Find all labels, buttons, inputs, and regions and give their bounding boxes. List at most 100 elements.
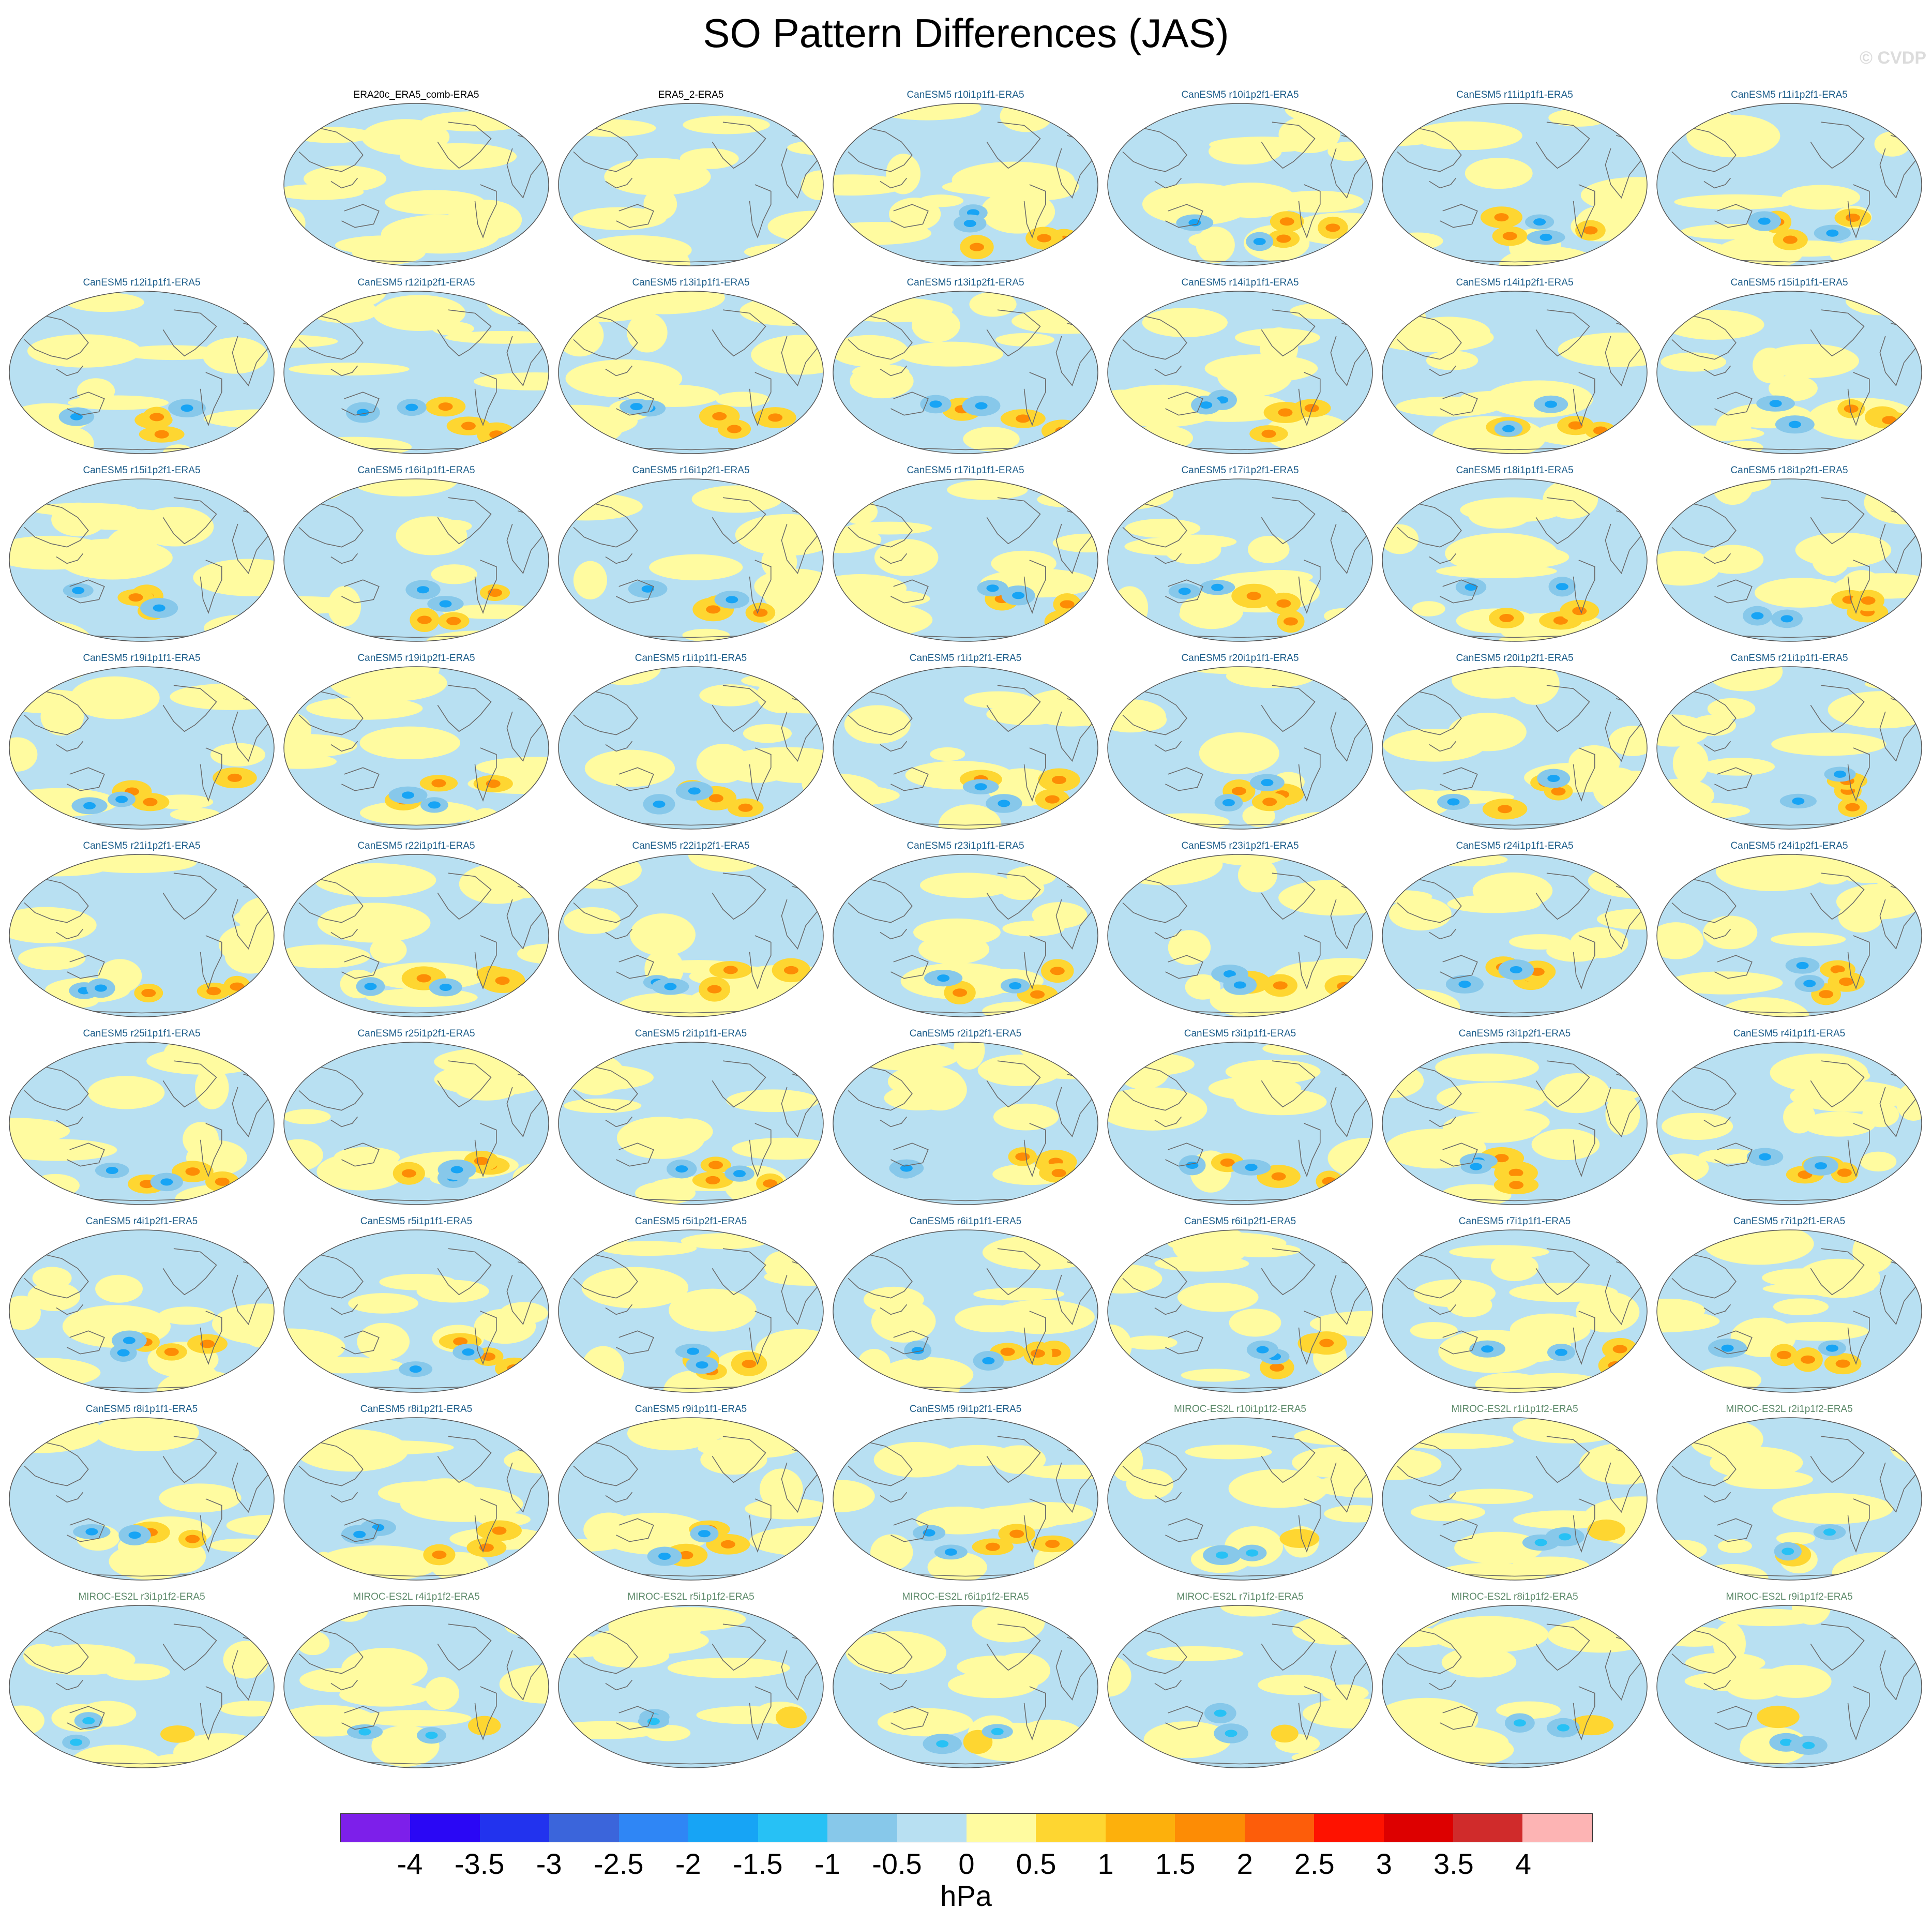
positive-anomaly-core bbox=[705, 1176, 720, 1184]
coastline bbox=[1573, 560, 1595, 614]
coastline bbox=[1810, 122, 1865, 169]
positive-anomaly-core bbox=[1246, 592, 1261, 600]
coastline bbox=[200, 1123, 222, 1178]
coastline bbox=[1394, 1065, 1462, 1111]
positive-anomaly-region bbox=[228, 438, 274, 454]
coastline bbox=[1120, 1253, 1187, 1299]
coastline bbox=[570, 689, 638, 735]
colorbar-tick-label: -3 bbox=[536, 1847, 562, 1880]
coastline bbox=[474, 1123, 497, 1178]
positive-anomaly-core bbox=[1494, 213, 1509, 222]
positive-anomaly-region bbox=[158, 1306, 215, 1325]
positive-anomaly-region bbox=[1874, 131, 1910, 157]
positive-anomaly-region bbox=[663, 1370, 723, 1392]
positive-anomaly-region bbox=[638, 1136, 700, 1155]
positive-anomaly-region bbox=[1768, 375, 1818, 401]
coastline bbox=[1298, 184, 1321, 239]
positive-anomaly-core bbox=[416, 974, 431, 983]
positive-anomaly-region bbox=[682, 628, 730, 641]
positive-anomaly-region bbox=[160, 1725, 195, 1743]
coastline bbox=[1847, 935, 1870, 990]
negative-anomaly-core bbox=[1222, 799, 1235, 806]
positive-anomaly-core bbox=[723, 966, 738, 974]
coastline bbox=[890, 392, 929, 416]
map-panel: CanESM5 r18i1p1f1-ERA5 bbox=[1377, 464, 1652, 653]
panel-title: CanESM5 r12i1p1f1-ERA5 bbox=[83, 277, 201, 288]
coastline bbox=[1703, 1679, 1731, 1691]
coastline bbox=[437, 309, 492, 357]
positive-anomaly-region bbox=[1707, 698, 1756, 719]
coastline bbox=[1154, 1679, 1182, 1691]
positive-anomaly-region bbox=[1838, 901, 1883, 933]
positive-anomaly-region bbox=[1460, 497, 1564, 523]
positive-anomaly-core bbox=[742, 1360, 757, 1369]
positive-anomaly-region bbox=[1108, 1087, 1208, 1131]
positive-anomaly-region bbox=[1180, 593, 1244, 629]
coastline bbox=[1165, 392, 1203, 416]
coastline bbox=[749, 1311, 772, 1365]
negative-anomaly-core bbox=[1458, 981, 1471, 988]
negative-anomaly-core bbox=[1534, 1539, 1547, 1546]
positive-anomaly-core bbox=[1861, 596, 1876, 605]
coastline bbox=[1703, 553, 1731, 564]
positive-anomaly-region bbox=[1125, 518, 1201, 538]
positive-anomaly-region bbox=[584, 749, 675, 787]
coastline bbox=[616, 1518, 654, 1542]
negative-anomaly-core bbox=[1225, 1730, 1237, 1737]
positive-anomaly-region bbox=[1496, 1701, 1561, 1719]
map-panel: CanESM5 r7i1p2f1-ERA5 bbox=[1652, 1215, 1927, 1404]
coastline bbox=[1261, 309, 1316, 357]
positive-anomaly-core bbox=[1030, 1349, 1045, 1358]
map-outline bbox=[1382, 666, 1648, 830]
negative-anomaly-core bbox=[658, 1553, 671, 1560]
map-panel: CanESM5 r1i1p1f1-ERA5 bbox=[553, 652, 828, 840]
coastline bbox=[56, 1492, 84, 1503]
negative-anomaly-core bbox=[128, 1531, 141, 1539]
map-outline bbox=[833, 1417, 1098, 1581]
positive-anomaly-region bbox=[1128, 425, 1194, 451]
positive-anomaly-region bbox=[210, 743, 266, 766]
coastline bbox=[1394, 1440, 1462, 1486]
positive-anomaly-region bbox=[1410, 1322, 1458, 1340]
positive-anomaly-region bbox=[1108, 1006, 1170, 1017]
positive-anomaly-region bbox=[833, 335, 908, 367]
coastline bbox=[21, 314, 89, 360]
coastline bbox=[162, 309, 217, 357]
map-outline bbox=[283, 1042, 549, 1205]
panel-title: CanESM5 r6i1p1f1-ERA5 bbox=[909, 1216, 1022, 1227]
coastline bbox=[1714, 1330, 1753, 1355]
colorbar-tick-label: -2 bbox=[675, 1847, 701, 1880]
panel-title: CanESM5 r8i1p2f1-ERA5 bbox=[360, 1404, 473, 1415]
positive-anomaly-core bbox=[474, 1156, 489, 1165]
positive-anomaly-region bbox=[602, 291, 725, 314]
positive-anomaly-region bbox=[474, 372, 549, 390]
coastline bbox=[1573, 184, 1595, 239]
coastline bbox=[67, 392, 105, 416]
coastline bbox=[616, 1330, 654, 1355]
coastline bbox=[1298, 372, 1321, 427]
positive-anomaly-core bbox=[1835, 1359, 1850, 1368]
sea-level-pressure-map bbox=[833, 854, 1098, 1017]
positive-anomaly-core bbox=[707, 985, 722, 994]
coastline bbox=[1847, 372, 1870, 427]
positive-anomaly-region bbox=[775, 1706, 807, 1728]
positive-anomaly-region bbox=[1657, 922, 1704, 959]
map-panel: CanESM5 r22i1p1f1-ERA5 bbox=[279, 840, 554, 1028]
panel-title: CanESM5 r24i1p2f1-ERA5 bbox=[1730, 840, 1848, 851]
coastline bbox=[1847, 1498, 1870, 1553]
coastline bbox=[880, 1304, 908, 1315]
positive-anomaly-core bbox=[215, 1177, 230, 1186]
positive-anomaly-core bbox=[1279, 217, 1294, 226]
negative-anomaly-core bbox=[180, 404, 193, 412]
sea-level-pressure-map bbox=[283, 1417, 549, 1581]
coastline bbox=[330, 1116, 358, 1128]
positive-anomaly-region bbox=[1235, 1088, 1327, 1116]
positive-anomaly-core bbox=[1052, 775, 1067, 784]
negative-anomaly-core bbox=[1826, 229, 1839, 237]
map-outline bbox=[1656, 666, 1922, 830]
coastline bbox=[1120, 1628, 1187, 1674]
map-outline bbox=[1382, 854, 1648, 1017]
map-panel: MIROC-ES2L r6i1p1f2-ERA5 bbox=[828, 1591, 1103, 1779]
coastline bbox=[616, 579, 654, 604]
panel-title: CanESM5 r4i1p2f1-ERA5 bbox=[85, 1216, 198, 1227]
